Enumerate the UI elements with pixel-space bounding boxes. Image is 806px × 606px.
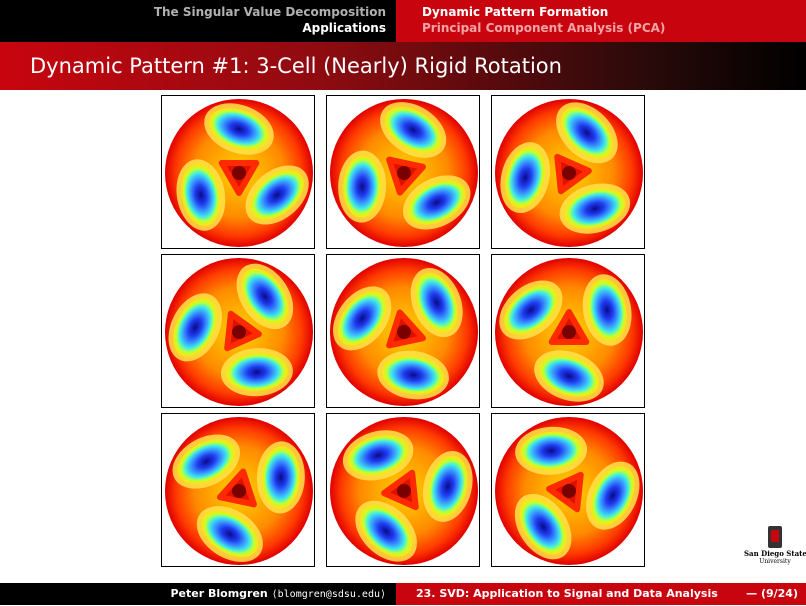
center-core bbox=[232, 166, 246, 180]
subsection-title[interactable]: Dynamic Pattern Formation bbox=[422, 5, 609, 19]
pattern-panel bbox=[161, 95, 315, 249]
section-title[interactable]: The Singular Value Decomposition bbox=[153, 5, 386, 19]
logo-line2: University bbox=[759, 558, 791, 565]
cell-blob bbox=[209, 108, 269, 150]
pattern-panel bbox=[326, 254, 480, 408]
cell-blob bbox=[504, 285, 558, 335]
subsection-nav: Dynamic Pattern Formation Principal Comp… bbox=[396, 0, 806, 42]
cell-blob bbox=[382, 355, 444, 395]
cell-blob bbox=[201, 511, 259, 558]
cell-blob bbox=[415, 272, 458, 333]
cell-blob bbox=[181, 164, 221, 226]
logo-line1: San Diego State bbox=[744, 549, 806, 558]
seal-icon bbox=[768, 526, 782, 548]
cell-blob bbox=[590, 466, 635, 525]
cell-blob bbox=[250, 170, 304, 220]
cell-blob bbox=[261, 446, 300, 509]
top-navigation-bar: The Singular Value Decomposition Applica… bbox=[0, 0, 806, 42]
pattern-panel bbox=[491, 95, 645, 249]
cell-blob bbox=[337, 291, 387, 346]
cell-blob bbox=[427, 455, 468, 517]
pattern-panel bbox=[491, 413, 645, 567]
cell-blob bbox=[384, 106, 442, 153]
cell-blob bbox=[173, 298, 218, 357]
center-core bbox=[397, 325, 411, 339]
footer-email: ⟨blomgren@sdsu.edu⟩ bbox=[271, 589, 386, 600]
footer-lecture: 23. SVD: Application to Signal and Data … bbox=[416, 587, 718, 600]
cell-blob bbox=[347, 435, 409, 476]
cell-blob bbox=[505, 147, 546, 209]
center-core bbox=[397, 166, 411, 180]
footer-author-block: Peter Blomgren ⟨blomgren@sdsu.edu⟩ bbox=[0, 583, 396, 605]
cell-blob bbox=[343, 155, 382, 218]
center-core bbox=[562, 325, 576, 339]
center-core bbox=[232, 325, 246, 339]
pattern-panel bbox=[161, 254, 315, 408]
pattern-panel bbox=[326, 413, 480, 567]
university-logo: San Diego State University bbox=[744, 526, 806, 566]
pattern-panel bbox=[161, 413, 315, 567]
pattern-panel bbox=[326, 95, 480, 249]
center-core bbox=[232, 484, 246, 498]
footer-page-number: — (9/24) bbox=[746, 587, 798, 600]
section-nav: The Singular Value Decomposition Applica… bbox=[0, 0, 396, 42]
cell-blob bbox=[407, 180, 466, 225]
slide-title: Dynamic Pattern #1: 3-Cell (Nearly) Rigi… bbox=[0, 42, 806, 90]
footer-lecture-block: 23. SVD: Application to Signal and Data … bbox=[396, 583, 806, 605]
cell-blob bbox=[560, 107, 613, 159]
subsection-subtitle[interactable]: Principal Component Analysis (PCA) bbox=[422, 21, 666, 35]
cell-blob bbox=[241, 268, 289, 325]
section-subtitle[interactable]: Applications bbox=[302, 21, 386, 35]
cell-blob bbox=[177, 439, 236, 484]
cell-blob bbox=[225, 353, 288, 392]
cell-blob bbox=[539, 355, 599, 397]
center-core bbox=[562, 166, 576, 180]
pattern-panel bbox=[491, 254, 645, 408]
cell-blob bbox=[519, 498, 567, 555]
center-core bbox=[562, 484, 576, 498]
footer-bar: Peter Blomgren ⟨blomgren@sdsu.edu⟩ 23. S… bbox=[0, 583, 806, 605]
center-core bbox=[397, 484, 411, 498]
cell-blob bbox=[564, 188, 626, 229]
cell-blob bbox=[520, 431, 583, 470]
footer-author: Peter Blomgren bbox=[170, 587, 268, 600]
pattern-figure-grid bbox=[161, 95, 645, 567]
cell-blob bbox=[587, 279, 627, 341]
cell-blob bbox=[360, 505, 413, 557]
